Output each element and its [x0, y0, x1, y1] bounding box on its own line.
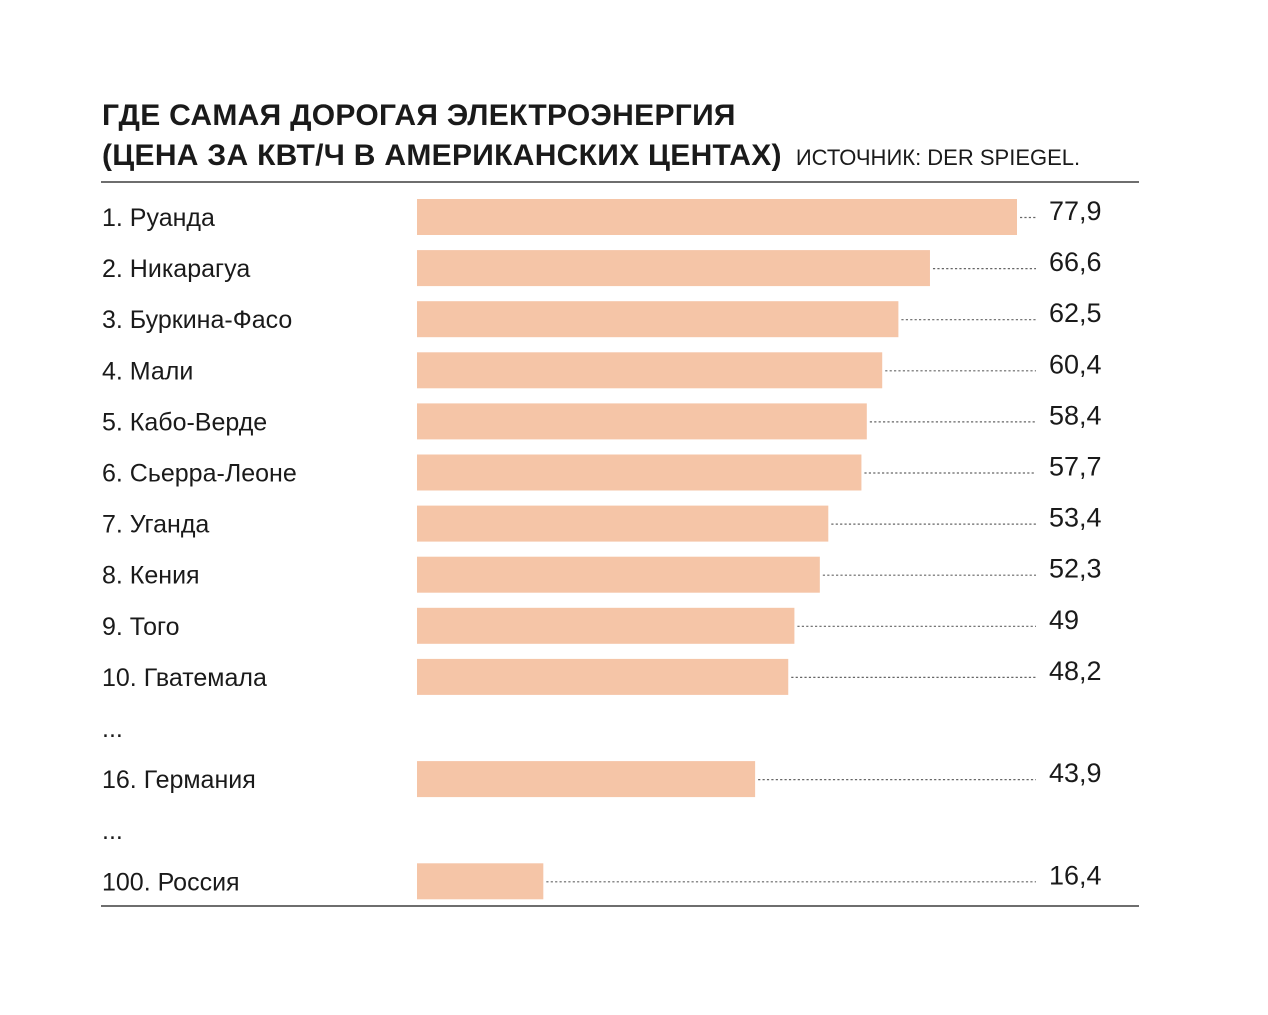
country-label: 1. Руанда	[102, 204, 215, 232]
country-label: 3. Буркина-Фасо	[102, 306, 292, 334]
bar	[417, 250, 930, 287]
title-line-2: (ЦЕНА ЗА КВТ/Ч В АМЕРИКАНСКИХ ЦЕНТАХ) ИСТ…	[102, 136, 1080, 178]
bar	[417, 505, 829, 542]
country-label: 6. Сьерра-Леоне	[102, 460, 297, 488]
source-note: ИСТОЧНИК: DER SPIEGEL.	[795, 145, 1081, 170]
value-label: 52,3	[1049, 554, 1102, 584]
title-line-2-text: (ЦЕНА ЗА КВТ/Ч В АМЕРИКАНСКИХ ЦЕНТАХ)	[102, 139, 782, 172]
value-label: 77,9	[1049, 196, 1102, 226]
country-label: 8. Кения	[102, 562, 200, 590]
ellipsis-label: ...	[102, 715, 123, 743]
bar	[417, 301, 899, 338]
bar	[417, 556, 820, 593]
value-label: 16,4	[1049, 860, 1102, 890]
value-label: 48,2	[1049, 656, 1102, 686]
value-label: 57,7	[1049, 452, 1102, 482]
value-label: 53,4	[1049, 503, 1102, 533]
bar	[417, 352, 883, 389]
bar	[417, 403, 867, 440]
country-label: 16. Германия	[102, 766, 256, 794]
bar	[417, 454, 862, 491]
bar	[417, 863, 544, 900]
country-label: 7. Уганда	[102, 511, 209, 539]
country-label: 4. Мали	[102, 357, 193, 385]
value-label: 58,4	[1049, 400, 1102, 430]
bottom-rule	[101, 905, 1139, 907]
chart-title: ГДЕ САМАЯ ДОРОГАЯ ЭЛЕКТРОЭНЕРГИЯ (ЦЕНА З…	[102, 96, 1080, 178]
country-label: 5. Кабо-Верде	[102, 408, 267, 436]
value-label: 60,4	[1049, 349, 1102, 379]
title-line-1: ГДЕ САМАЯ ДОРОГАЯ ЭЛЕКТРОЭНЕРГИЯ	[102, 99, 736, 132]
country-label: 9. Того	[102, 613, 180, 641]
bar	[417, 199, 1017, 235]
value-label: 43,9	[1049, 758, 1102, 788]
country-label: 10. Гватемала	[102, 664, 267, 692]
country-label: 100. Россия	[102, 868, 240, 896]
ellipsis-label: ...	[102, 817, 123, 845]
value-label: 49	[1049, 605, 1079, 635]
country-label: 2. Никарагуа	[102, 255, 250, 283]
value-label: 62,5	[1049, 298, 1102, 328]
top-rule	[101, 181, 1139, 183]
bar	[417, 761, 756, 798]
value-label: 66,6	[1049, 247, 1102, 277]
bar	[417, 658, 789, 695]
bar	[417, 607, 795, 644]
